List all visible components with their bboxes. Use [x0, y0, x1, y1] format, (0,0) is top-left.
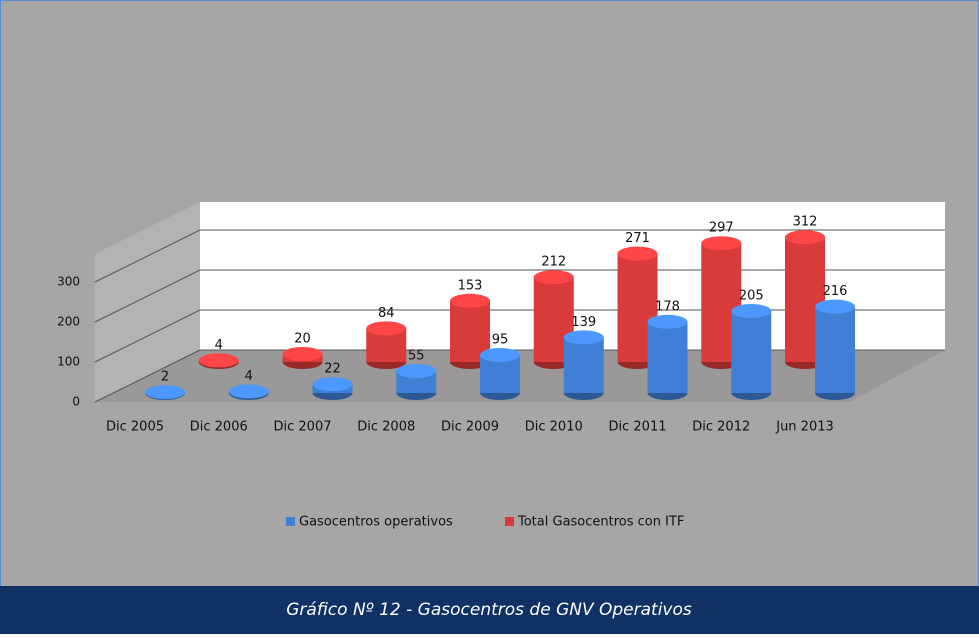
- bar-top: [617, 246, 658, 261]
- data-label: 95: [492, 333, 509, 348]
- bar-top: [312, 377, 353, 392]
- data-label: 84: [378, 306, 395, 321]
- x-tick-label: Dic 2007: [274, 420, 332, 435]
- caption: Gráfico Nº 12 - Gasocentros de GNV Opera…: [286, 600, 692, 620]
- data-label: 216: [823, 284, 848, 299]
- x-tick-label: Dic 2009: [441, 420, 499, 435]
- bar-top: [228, 384, 269, 399]
- bar: [533, 270, 574, 369]
- data-label: 297: [709, 221, 734, 236]
- bar-top: [731, 304, 772, 318]
- bar-top: [533, 270, 574, 285]
- bar-top: [282, 347, 323, 361]
- grid-line-side: [94, 349, 201, 403]
- bar: [647, 314, 688, 400]
- bar: [228, 384, 269, 400]
- data-label: 271: [625, 231, 650, 246]
- bar: [312, 377, 353, 400]
- data-label: 55: [408, 349, 425, 364]
- x-tick-label: Dic 2006: [190, 420, 248, 435]
- bar-body: [815, 306, 855, 393]
- plot: 0 100 200 300 Dic 2005 Dic 2006 Dic 2007 Dic 20…: [57, 215, 945, 530]
- bar-top: [396, 364, 437, 378]
- bar-body: [731, 311, 772, 393]
- data-label: 4: [245, 369, 253, 384]
- bar: [731, 304, 772, 400]
- bar: [366, 321, 407, 369]
- x-tick-label: Dic 2010: [525, 420, 583, 435]
- x-tick-label: Dic 2011: [609, 420, 667, 435]
- data-label: 139: [571, 315, 596, 330]
- y-tick-label: 300: [57, 275, 80, 289]
- bar-top: [480, 348, 520, 362]
- bar-top: [647, 314, 688, 329]
- side-wall: [95, 202, 200, 402]
- grid-line-side: [94, 309, 201, 363]
- grid-line-side: [94, 269, 201, 323]
- legend-swatch: [505, 517, 514, 526]
- x-tick-label: Dic 2008: [357, 420, 415, 435]
- bar: [815, 299, 855, 400]
- data-label: 2: [161, 370, 169, 385]
- caption-band: [0, 586, 979, 634]
- bar-top: [701, 236, 742, 251]
- grid-line: [94, 229, 945, 283]
- bar-top: [450, 293, 490, 308]
- data-label: 153: [458, 278, 483, 293]
- bar: [563, 330, 604, 400]
- bar: [282, 347, 323, 369]
- data-label: 4: [215, 338, 223, 353]
- y-tick-label: 100: [57, 355, 80, 369]
- data-label: 20: [294, 332, 311, 347]
- x-tick-label: Jun 2013: [775, 420, 834, 435]
- legend-swatch: [286, 517, 295, 526]
- y-tick-label: 200: [57, 315, 80, 329]
- bar: [198, 353, 239, 369]
- bar-top: [366, 321, 407, 336]
- legend-label: Total Gasocentros con ITF: [517, 515, 684, 530]
- data-label: 212: [541, 255, 566, 270]
- data-label: 312: [793, 215, 818, 230]
- data-label: 178: [655, 299, 680, 314]
- bar: [396, 364, 437, 400]
- bar-top: [815, 299, 855, 314]
- x-tick-label: Dic 2005: [106, 420, 164, 435]
- x-tick-label: Dic 2012: [692, 420, 750, 435]
- bar-top: [563, 330, 604, 345]
- bar-top: [145, 385, 185, 400]
- bar-top: [785, 230, 825, 245]
- data-label: 205: [739, 289, 764, 304]
- bar-top: [198, 353, 239, 368]
- bar-body: [647, 321, 688, 393]
- legend-label: Gasocentros operativos: [299, 515, 453, 530]
- bar: [145, 385, 185, 400]
- grid-line-side: [94, 229, 201, 283]
- y-tick-label: 0: [72, 395, 80, 409]
- data-label: 22: [324, 362, 341, 377]
- bar-body: [563, 337, 604, 393]
- bar: [480, 348, 520, 400]
